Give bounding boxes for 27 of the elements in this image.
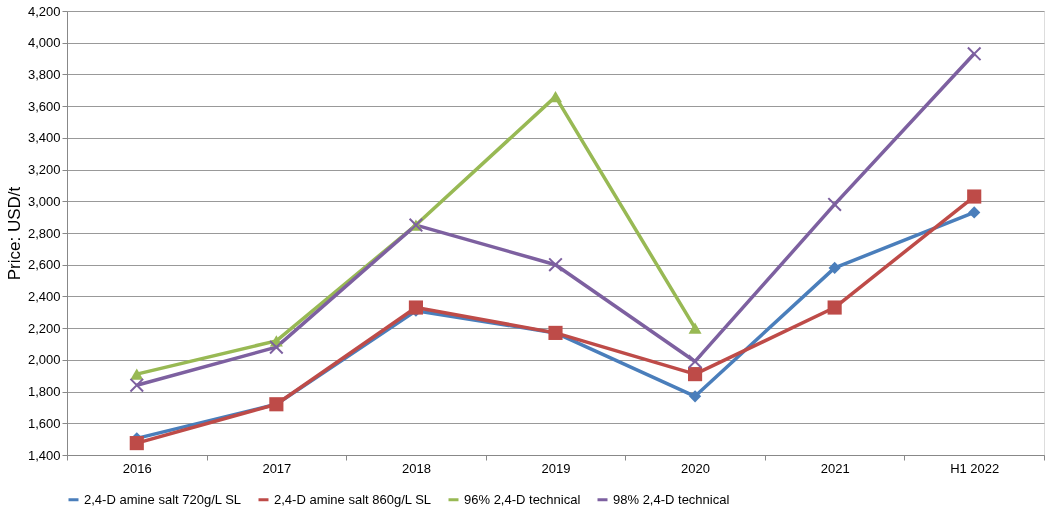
y-tick-label: 3,200 [27,162,61,178]
y-tick-label: 4,000 [27,35,61,51]
x-tick-label: 2019 [541,460,571,476]
y-tick-label: 1,400 [27,447,61,463]
legend-label: 2,4-D amine salt 860g/L SL [274,491,432,507]
y-tick-label: 1,800 [27,384,61,400]
legend-label: 96% 2,4-D technical [464,491,581,507]
x-tick-label: 2017 [262,460,292,476]
legend-label: 2,4-D amine salt 720g/L SL [84,491,242,507]
legend-label: 98% 2,4-D technical [613,491,730,507]
y-tick-label: 2,400 [27,288,61,304]
y-tick-label: 2,800 [27,225,61,241]
y-tick-label: 2,600 [27,257,61,273]
y-tick-label: 3,800 [27,66,61,82]
x-tick-label: 2021 [820,460,850,476]
y-tick-label: 2,000 [27,352,61,368]
y-tick-label: 3,400 [27,130,61,146]
x-tick-label: 2016 [122,460,152,476]
x-tick-label: H1 2022 [950,460,1000,476]
y-tick-label: 2,200 [27,320,61,336]
y-tick-label: 3,600 [27,98,61,114]
x-tick-label: 2018 [401,460,431,476]
x-tick-label: 2020 [681,460,711,476]
y-tick-label: 3,000 [27,193,61,209]
y-tick-label: 4,200 [27,3,61,19]
y-axis-title: Price: USD/t [4,186,24,281]
y-tick-label: 1,600 [27,415,61,431]
